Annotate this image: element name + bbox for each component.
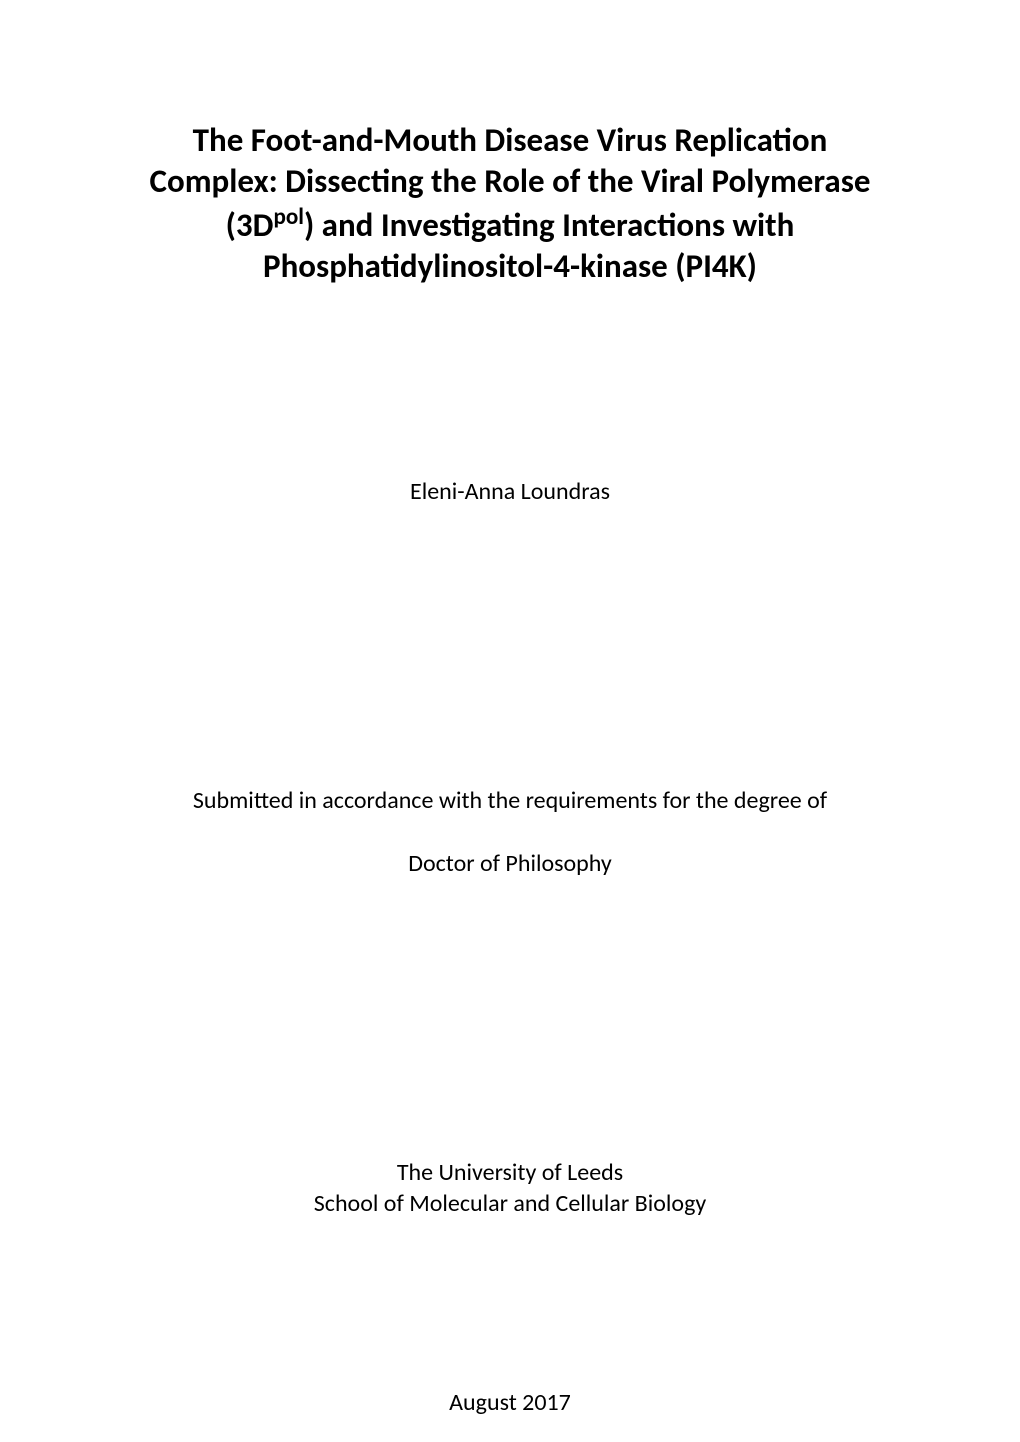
title-line-1: The Foot-and-Mouth Disease Virus Replica… xyxy=(193,120,828,160)
title-line-4: Phosphatidylinositol-4-kinase (PI4K) xyxy=(263,246,757,286)
author-name: Eleni-Anna Loundras xyxy=(410,477,610,506)
title-line-3-post: ) and Investigating Interactions with xyxy=(304,205,794,245)
title-line-3-pre: (3D xyxy=(226,205,274,245)
degree-name: Doctor of Philosophy xyxy=(408,849,612,878)
submission-statement: Submitted in accordance with the require… xyxy=(193,786,827,815)
submission-date: August 2017 xyxy=(449,1388,571,1417)
title-page: The Foot-and-Mouth Disease Virus Replica… xyxy=(0,0,1020,1442)
university-name: The University of Leeds xyxy=(397,1158,623,1187)
title-superscript: pol xyxy=(273,203,303,231)
title-line-2: Complex: Dissecting the Role of the Vira… xyxy=(149,161,870,201)
school-name: School of Molecular and Cellular Biology xyxy=(314,1189,706,1218)
thesis-title: The Foot-and-Mouth Disease Virus Replica… xyxy=(149,120,870,287)
